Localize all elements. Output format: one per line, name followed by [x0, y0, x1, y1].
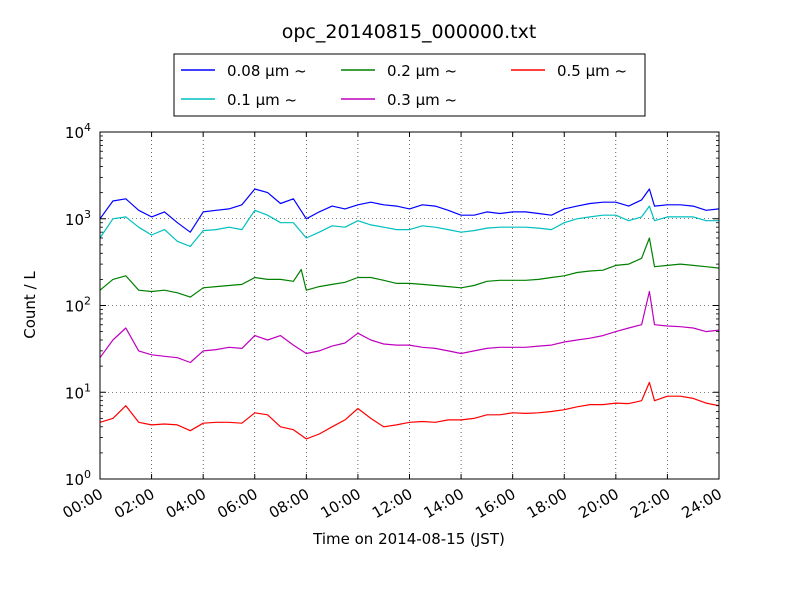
y-tick-label: 100: [65, 468, 91, 489]
y-tick-exponent: 3: [84, 208, 91, 221]
x-tick-label: 06:00: [214, 485, 260, 522]
legend-label-1: 0.1 μm ~: [227, 91, 297, 109]
series-group: [99, 188, 720, 440]
ticks: [99, 131, 720, 480]
legend-label-2: 0.2 μm ~: [387, 62, 457, 80]
series-line-4: [99, 381, 720, 440]
series-line-3: [99, 290, 720, 364]
series-line-2: [99, 237, 720, 298]
legend-frame: [173, 53, 646, 117]
series-line-1: [99, 205, 719, 247]
y-axis-label: Count / L: [21, 271, 39, 339]
chart-title: opc_20140815_000000.txt: [282, 21, 537, 43]
x-tick-label: 18:00: [524, 485, 570, 522]
y-tick-exponent: 1: [84, 381, 91, 394]
x-tick-label: 24:00: [679, 485, 725, 522]
plot-area: [100, 132, 719, 479]
y-tick-base: 10: [65, 471, 84, 489]
x-tick-label: 08:00: [266, 485, 312, 522]
x-tick-label: 00:00: [60, 485, 106, 522]
y-tick-label: 101: [65, 381, 91, 402]
y-tick-label: 103: [65, 208, 91, 229]
x-tick-label: 10:00: [317, 485, 363, 522]
legend-label-4: 0.5 μm ~: [557, 62, 627, 80]
legend: 0.08 μm ~ 0.1 μm ~ 0.2 μm ~ 0.3 μm ~ 0.5 μm …: [173, 53, 646, 117]
x-tick-label: 14:00: [421, 485, 467, 522]
x-tick-label: 12:00: [369, 485, 415, 522]
y-tick-base: 10: [65, 124, 84, 142]
x-tick-labels: 00:00 02:00 04:00 06:00 08:00 10:00 12:00 14:00…: [60, 485, 725, 522]
y-tick-base: 10: [65, 384, 84, 402]
y-tick-base: 10: [65, 298, 84, 316]
y-tick-exponent: 0: [84, 468, 91, 481]
x-tick-label: 02:00: [111, 485, 157, 522]
x-axis-label: Time on 2014-08-15 (JST): [312, 530, 505, 548]
x-tick-label: 20:00: [575, 485, 621, 522]
x-tick-label: 04:00: [163, 485, 209, 522]
y-tick-label: 102: [65, 295, 91, 316]
y-tick-exponent: 4: [84, 121, 91, 134]
x-tick-label: 22:00: [627, 485, 673, 522]
y-tick-base: 10: [65, 211, 84, 229]
y-tick-label: 104: [65, 121, 91, 142]
legend-label-0: 0.08 μm ~: [227, 62, 307, 80]
y-tick-exponent: 2: [84, 295, 91, 308]
series-line-0: [99, 188, 720, 233]
x-tick-label: 16:00: [472, 485, 518, 522]
legend-label-3: 0.3 μm ~: [387, 91, 457, 109]
